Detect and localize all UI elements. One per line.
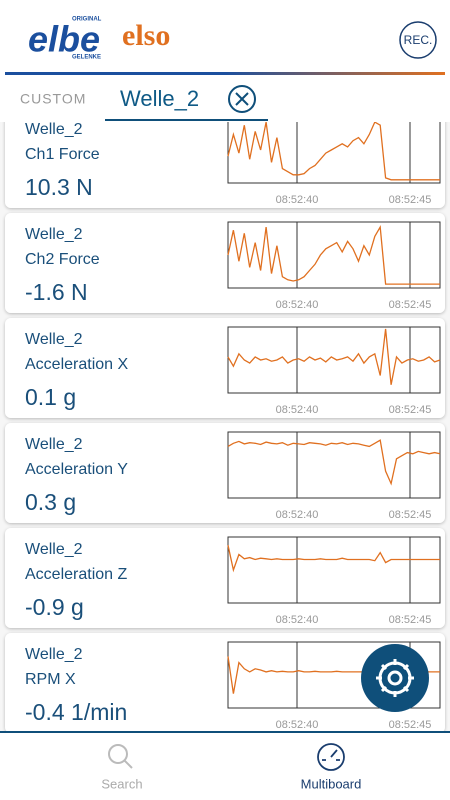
multiboard-icon bbox=[317, 743, 345, 771]
channel-name: RPM X bbox=[25, 671, 76, 688]
channel-value: 0.1 g bbox=[25, 384, 76, 410]
tab-active[interactable]: Welle_2 bbox=[120, 86, 199, 111]
channel-name: Acceleration Z bbox=[25, 566, 127, 583]
logo-elbe: elbe bbox=[28, 19, 100, 60]
signal-trace bbox=[227, 328, 441, 385]
device-name: Welle_2 bbox=[25, 122, 83, 138]
channel-value: -0.9 g bbox=[25, 594, 84, 620]
signal-trace bbox=[227, 225, 440, 285]
time-label: 08:52:45 bbox=[389, 194, 432, 206]
channel-value: 0.3 g bbox=[25, 489, 76, 515]
nav-multiboard[interactable]: Multiboard bbox=[301, 776, 362, 791]
time-label: 08:52:40 bbox=[276, 299, 319, 311]
time-label: 08:52:45 bbox=[389, 299, 432, 311]
channel-name: Ch2 Force bbox=[25, 251, 100, 268]
time-label: 08:52:45 bbox=[389, 404, 432, 416]
gear-icon bbox=[376, 659, 414, 697]
signal-trace bbox=[227, 122, 440, 181]
search-icon bbox=[108, 744, 133, 769]
time-label: 08:52:40 bbox=[276, 719, 319, 731]
channel-card[interactable]: Welle_2 Ch2 Force -1.6 N 08:52:40 08:52:45 bbox=[5, 213, 445, 313]
rec-label: REC. bbox=[404, 33, 433, 47]
device-name: Welle_2 bbox=[25, 226, 83, 243]
time-label: 08:52:40 bbox=[276, 194, 319, 206]
channel-card[interactable]: Welle_2 Acceleration Y 0.3 g 08:52:40 08:52:… bbox=[5, 423, 445, 523]
channel-name: Acceleration X bbox=[25, 356, 128, 373]
channel-name: Ch1 Force bbox=[25, 146, 100, 163]
close-x bbox=[235, 92, 249, 106]
signal-trace bbox=[227, 439, 441, 486]
channel-value: -1.6 N bbox=[25, 279, 88, 305]
tab-underline bbox=[105, 119, 268, 121]
logo-elbe-top: ORIGINAL bbox=[72, 17, 102, 23]
device-name: Welle_2 bbox=[25, 436, 83, 453]
logo-elbe-bottom: GELENKE bbox=[72, 55, 101, 61]
tab-custom[interactable]: CUSTOM bbox=[20, 91, 86, 107]
time-label: 08:52:45 bbox=[389, 719, 432, 731]
channel-card[interactable]: Welle_2 Acceleration X 0.1 g 08:52:40 08:52:… bbox=[5, 318, 445, 418]
nav-labels: Search Multiboard bbox=[101, 776, 362, 791]
card-bg bbox=[5, 633, 445, 732]
device-name: Welle_2 bbox=[25, 331, 83, 348]
channel-card[interactable]: Welle_2 RPM X -0.4 1/min 08:52:40 08:52:45 bbox=[5, 633, 445, 732]
plot-frame bbox=[227, 536, 441, 604]
channel-value: 10.3 N bbox=[25, 174, 93, 200]
channel-value: -0.4 1/min bbox=[25, 699, 127, 725]
header: elbe ORIGINAL GELENKE elso REC. CUSTOM W… bbox=[5, 17, 445, 121]
time-label: 08:52:40 bbox=[276, 404, 319, 416]
plot-frame bbox=[227, 431, 441, 499]
plot-frame bbox=[227, 122, 441, 184]
channel-card[interactable]: Welle_2 Ch1 Force 10.3 N 08:52:40 08:52:45 bbox=[5, 122, 445, 208]
time-label: 08:52:40 bbox=[276, 509, 319, 521]
time-label: 08:52:40 bbox=[276, 614, 319, 626]
channel-card[interactable]: Welle_2 Acceleration Z -0.9 g 08:52:40 08:52… bbox=[5, 528, 445, 628]
header-line bbox=[5, 72, 445, 75]
channel-name: Acceleration Y bbox=[25, 461, 128, 478]
fab-circle bbox=[361, 644, 429, 712]
time-label: 08:52:45 bbox=[389, 614, 432, 626]
rec-button[interactable]: REC. bbox=[399, 21, 437, 59]
device-name: Welle_2 bbox=[25, 646, 83, 663]
logo-elso: elso bbox=[122, 19, 170, 52]
time-label: 08:52:45 bbox=[389, 509, 432, 521]
nav-search[interactable]: Search bbox=[101, 776, 142, 791]
plot-frame bbox=[227, 641, 441, 709]
device-name: Welle_2 bbox=[25, 541, 83, 558]
rec-circle bbox=[399, 21, 437, 59]
signal-trace bbox=[227, 545, 440, 573]
settings-fab[interactable] bbox=[361, 644, 429, 712]
close-circle bbox=[228, 85, 256, 113]
card-bg bbox=[5, 122, 445, 208]
close-tab[interactable] bbox=[228, 85, 256, 113]
